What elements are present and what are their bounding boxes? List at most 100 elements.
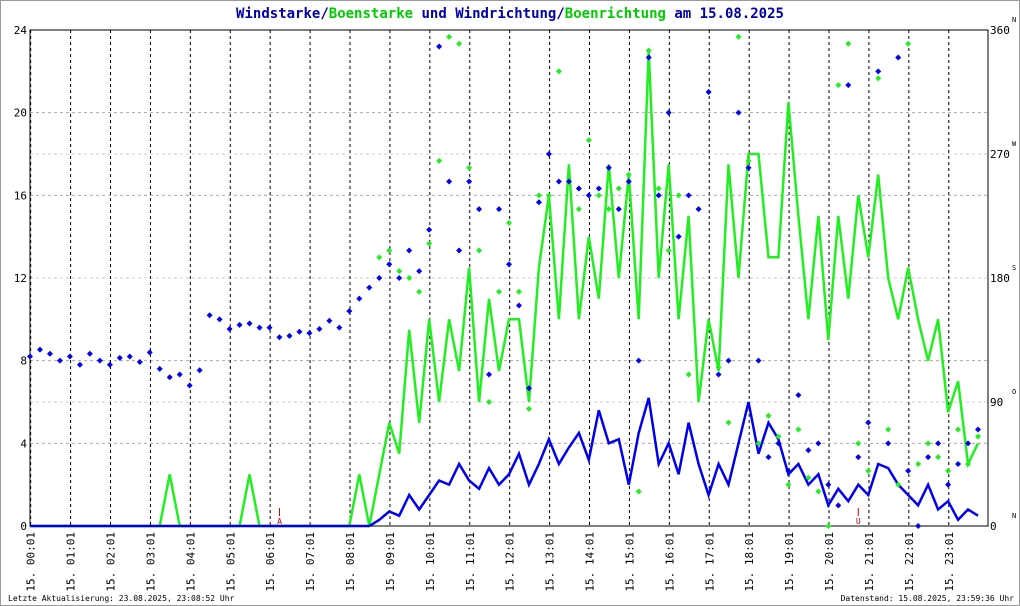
direction-dot xyxy=(755,440,762,447)
direction-dot xyxy=(725,419,732,426)
y-tick-label: 0 xyxy=(20,520,27,533)
direction-dot xyxy=(316,325,323,332)
direction-dot xyxy=(466,164,473,171)
direction-dot xyxy=(795,392,802,399)
y2-tick-label: 90 xyxy=(990,396,1003,409)
footer-left: Letzte Aktualisierung: 23.08.2025, 23:08… xyxy=(8,594,235,603)
direction-dot xyxy=(146,349,153,356)
chart-title: Windstarke/Boenstarke und Windrichtung/B… xyxy=(236,6,784,22)
direction-dot xyxy=(506,261,512,268)
direction-dot xyxy=(615,185,622,192)
direction-dot xyxy=(296,328,303,335)
direction-dot xyxy=(925,440,932,447)
direction-dot xyxy=(625,178,632,185)
direction-dot xyxy=(845,40,852,47)
direction-dot xyxy=(745,164,752,171)
direction-dot xyxy=(545,151,552,157)
direction-dot xyxy=(775,440,782,447)
direction-dot xyxy=(206,312,213,319)
title-part: am 15.08.2025 xyxy=(666,6,784,22)
direction-dot xyxy=(955,426,962,433)
direction-dot xyxy=(975,426,982,433)
x-tick-label: 15. 08:01 xyxy=(344,532,357,592)
y2-tick-label: 0 xyxy=(990,520,997,533)
direction-dot xyxy=(645,54,652,61)
x-tick-label: 15. 18:01 xyxy=(743,532,756,592)
direction-dot xyxy=(695,206,702,213)
title-part: und Windrichtung/ xyxy=(413,6,565,22)
y2-tick-letter: N xyxy=(1012,512,1016,520)
direction-dot xyxy=(176,371,183,378)
x-tick-label: 15. 19:01 xyxy=(783,532,796,592)
title-part: Boenrichtung xyxy=(565,6,666,22)
direction-dot xyxy=(186,382,193,389)
direction-dot xyxy=(356,295,363,302)
direction-dot xyxy=(835,82,842,89)
direction-dot xyxy=(825,523,832,529)
direction-dot xyxy=(685,371,692,378)
direction-dot xyxy=(735,33,742,40)
direction-dot xyxy=(805,474,812,481)
direction-dot xyxy=(605,206,612,213)
direction-dot xyxy=(436,157,443,164)
direction-dot xyxy=(885,426,892,433)
direction-dot xyxy=(825,481,832,488)
direction-dot xyxy=(655,185,662,192)
y2-tick-letter: W xyxy=(1012,140,1017,148)
direction-dot xyxy=(286,332,293,339)
direction-dot xyxy=(635,488,642,495)
direction-dot xyxy=(935,440,942,447)
direction-dot xyxy=(565,178,572,185)
annotation: U xyxy=(856,517,861,526)
direction-dot xyxy=(575,185,582,192)
direction-dot xyxy=(486,399,493,405)
y2-tick-label: 360 xyxy=(990,24,1010,37)
direction-dot xyxy=(515,302,522,309)
x-tick-label: 15. 22:01 xyxy=(903,532,916,592)
direction-dot xyxy=(86,350,93,357)
x-tick-label: 15. 02:01 xyxy=(105,532,118,592)
direction-dot xyxy=(955,461,962,467)
direction-dot xyxy=(715,371,722,378)
direction-dot xyxy=(865,419,872,426)
direction-dot xyxy=(585,137,592,144)
x-tick-label: 15. 21:01 xyxy=(863,532,876,592)
direction-dot xyxy=(855,454,862,461)
direction-dot xyxy=(555,178,562,185)
direction-dot xyxy=(56,357,63,364)
direction-dot xyxy=(775,433,782,440)
direction-dot xyxy=(346,308,353,315)
direction-dot xyxy=(655,192,662,199)
direction-dot xyxy=(595,185,602,192)
direction-dot xyxy=(535,192,542,199)
direction-dot xyxy=(785,481,792,488)
direction-dot xyxy=(675,192,682,199)
y-tick-label: 16 xyxy=(14,189,27,202)
direction-dot xyxy=(885,440,892,447)
direction-dot xyxy=(625,171,632,178)
x-tick-label: 15. 13:01 xyxy=(544,532,557,592)
direction-dot xyxy=(535,199,542,206)
direction-dot xyxy=(965,461,972,467)
direction-dot xyxy=(805,447,812,454)
direction-dot xyxy=(376,275,383,281)
direction-dot xyxy=(735,109,742,116)
direction-dot xyxy=(216,316,223,323)
direction-dot xyxy=(515,288,522,295)
y-tick-label: 8 xyxy=(20,355,27,368)
x-tick-label: 15. 04:01 xyxy=(184,532,197,592)
direction-dot xyxy=(416,288,423,295)
direction-dot xyxy=(476,206,483,213)
direction-dot xyxy=(685,192,692,199)
direction-dot xyxy=(406,247,413,254)
direction-dot xyxy=(725,357,732,364)
x-tick-label: 15. 17:01 xyxy=(703,532,716,592)
direction-dot xyxy=(106,361,113,368)
direction-dot xyxy=(665,109,672,116)
direction-dot xyxy=(905,467,912,474)
x-tick-label: 15. 16:01 xyxy=(663,532,676,592)
direction-dot xyxy=(835,502,842,509)
direction-dot xyxy=(765,454,772,461)
direction-dot xyxy=(905,40,912,47)
